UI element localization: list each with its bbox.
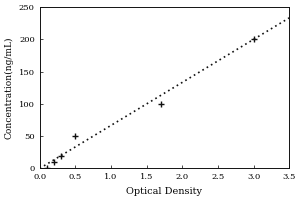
X-axis label: Optical Density: Optical Density [126, 187, 202, 196]
Y-axis label: Concentration(ng/mL): Concentration(ng/mL) [4, 37, 13, 139]
